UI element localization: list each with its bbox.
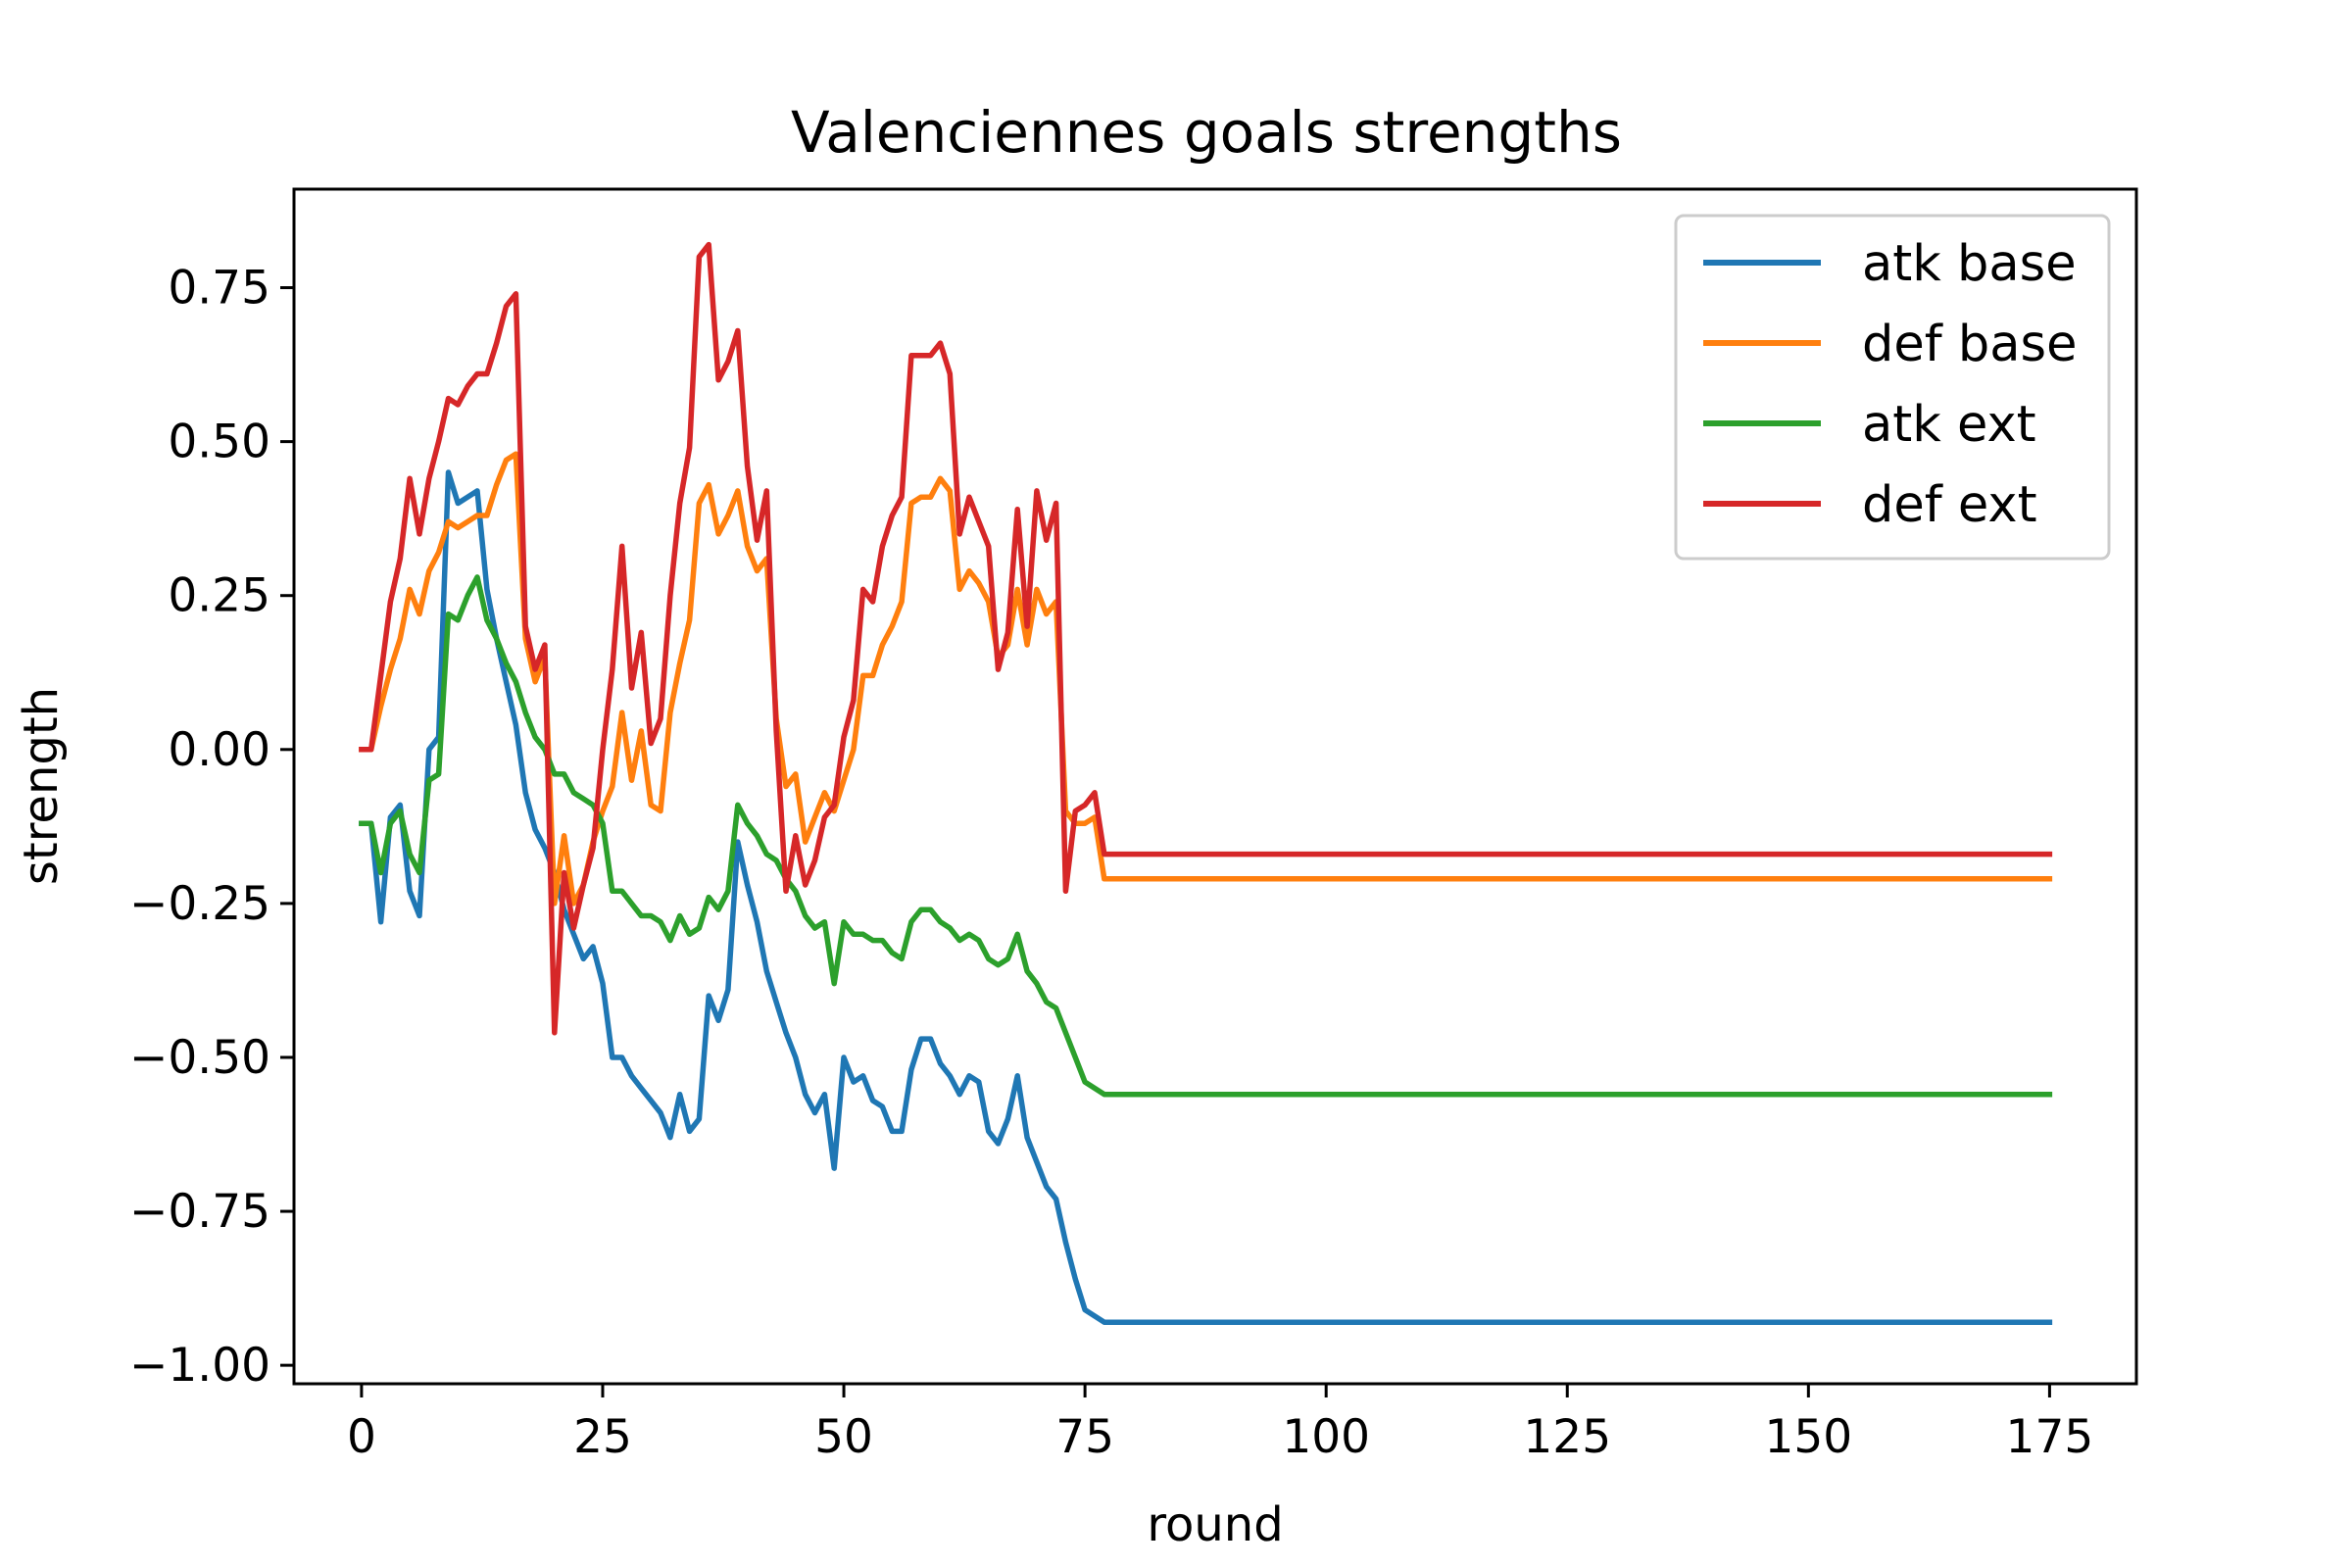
legend: atk base def base atk ext def ext (1674, 214, 2111, 561)
series-layer (359, 241, 2053, 1325)
series-line-def-ext (359, 241, 2053, 1036)
plot-frame (292, 187, 2138, 1386)
x-axis-label: round (1147, 1497, 1283, 1552)
series-line-atk-ext (359, 574, 2053, 1098)
series-line-atk-base (359, 469, 2053, 1325)
x-tick-label: 100 (1282, 1410, 1370, 1464)
x-tick-label: 175 (2006, 1410, 2094, 1464)
chart-title: Valenciennes goals strengths (791, 99, 1622, 166)
legend-box (1674, 214, 2111, 561)
y-axis-label: strength (14, 687, 69, 885)
legend-label: def base (1862, 316, 2078, 373)
x-tick-label: 150 (1764, 1410, 1852, 1464)
y-tick-label: −0.25 (129, 877, 270, 931)
legend-label: def ext (1862, 476, 2037, 534)
x-tick-label: 125 (1523, 1410, 1611, 1464)
x-tick-label: 25 (573, 1410, 632, 1464)
x-axis: 0 25 50 75 100 125 150 175 (347, 1384, 2093, 1464)
y-tick-label: 0.75 (168, 262, 270, 316)
y-tick-label: 0.00 (168, 723, 270, 777)
y-tick-label: −1.00 (129, 1339, 270, 1393)
x-tick-label: 50 (814, 1410, 873, 1464)
x-tick-label: 75 (1055, 1410, 1114, 1464)
y-tick-label: 0.50 (168, 416, 270, 469)
y-tick-label: −0.75 (129, 1185, 270, 1239)
legend-label: atk base (1862, 235, 2077, 293)
legend-label: atk ext (1862, 396, 2036, 454)
y-axis: 0.75 0.50 0.25 0.00 −0.25 −0.50 −0.75 −1.00 (129, 262, 294, 1393)
x-tick-label: 0 (347, 1410, 376, 1464)
y-tick-label: −0.50 (129, 1031, 270, 1085)
series-line-def-base (359, 451, 2053, 906)
y-tick-label: 0.25 (168, 569, 270, 623)
